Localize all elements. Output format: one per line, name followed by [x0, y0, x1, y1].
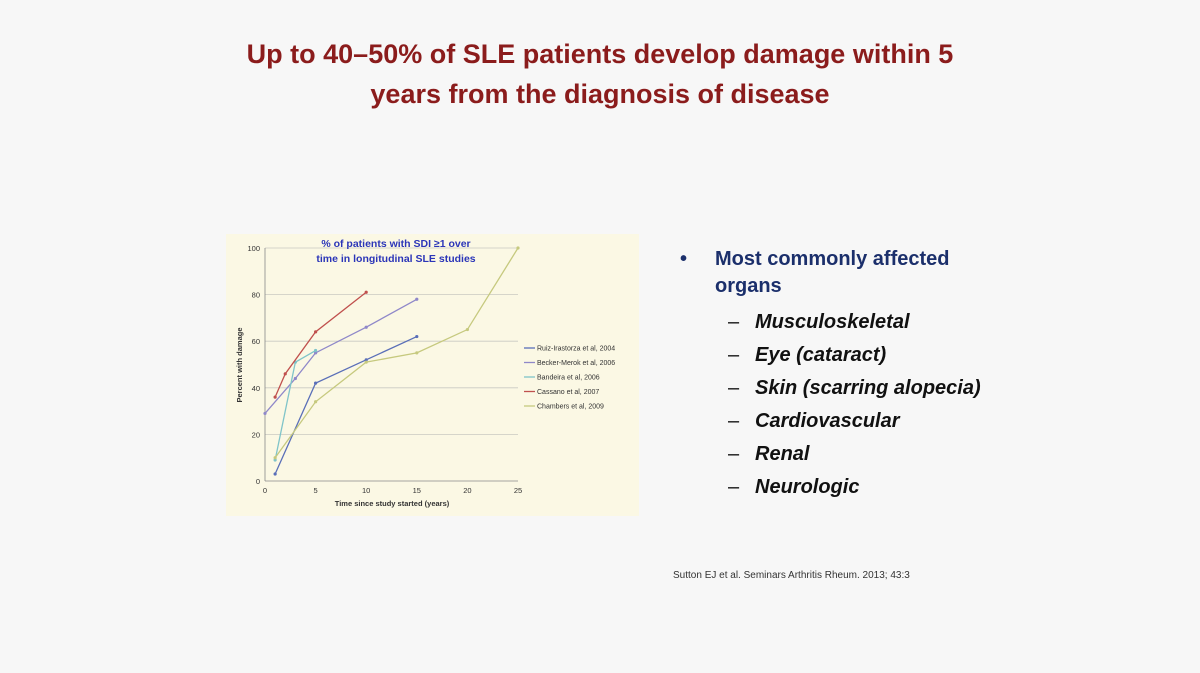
data-point [293, 376, 297, 381]
x-tick-label: 5 [314, 486, 318, 495]
series-line-ruiz-irastorza-et-al-2004 [274, 335, 418, 475]
dash-marker: – [728, 311, 740, 333]
y-tick-label: 100 [247, 244, 260, 253]
bullet-marker: • [680, 248, 688, 270]
x-tick-label: 10 [362, 486, 370, 495]
chart-series [263, 246, 520, 476]
data-point [314, 400, 318, 404]
organ-label: Skin (scarring alopecia) [755, 377, 981, 399]
data-point [263, 411, 267, 416]
y-tick-label: 40 [252, 384, 260, 393]
y-tick-label: 0 [256, 477, 260, 486]
data-point [273, 456, 277, 460]
series-line-chambers-et-al-2009 [274, 247, 519, 459]
organ-item-renal: – Renal [678, 438, 1138, 471]
bullet-main-text: Most commonly affected organs [715, 248, 950, 297]
legend-entry: Cassano et al, 2007 [537, 389, 599, 396]
dash-marker: – [728, 377, 740, 399]
data-point [314, 381, 318, 385]
data-point [415, 334, 419, 339]
data-point [273, 395, 277, 399]
organ-item-skin: – Skin (scarring alopecia) [678, 372, 1138, 405]
data-point [273, 472, 277, 476]
y-tick-label: 20 [252, 430, 260, 439]
data-point [314, 330, 318, 334]
data-point [465, 327, 469, 332]
x-tick-label: 25 [514, 486, 522, 495]
organ-item-musculoskeletal: – Musculoskeletal [678, 306, 1138, 339]
y-tick-label: 60 [252, 337, 260, 346]
organ-item-eye: – Eye (cataract) [678, 339, 1138, 372]
slide-title-line-2: years from the diagnosis of disease [370, 79, 830, 109]
chart-grid [265, 247, 518, 435]
chart-legend: Ruiz-Irastorza et al, 2004 Becker-Merok e… [524, 346, 615, 411]
organ-item-cardiovascular: – Cardiovascular [678, 405, 1138, 438]
x-tick-label: 0 [263, 486, 267, 495]
data-point [314, 348, 318, 353]
y-tick-label: 80 [252, 291, 260, 300]
legend-entry: Becker-Merok et al, 2006 [537, 360, 615, 367]
data-point [273, 458, 277, 462]
dash-marker: – [728, 410, 740, 432]
series-line-bandeira-et-al-2006 [274, 349, 316, 461]
legend-entry: Ruiz-Irastorza et al, 2004 [537, 346, 615, 353]
organ-list: – Musculoskeletal – Eye (cataract) – Ski… [678, 306, 1138, 504]
dash-marker: – [728, 443, 740, 465]
data-point [283, 372, 287, 376]
chart-y-axis-label: Percent with damage [235, 327, 244, 402]
dash-marker: – [728, 344, 740, 366]
data-point [415, 297, 419, 301]
chart-title-line-1: % of patients with SDI ≥1 over [321, 238, 470, 250]
citation: Sutton EJ et al. Seminars Arthritis Rheu… [673, 570, 910, 581]
data-point [364, 325, 368, 329]
data-point [364, 360, 368, 364]
organ-label: Renal [755, 443, 810, 465]
data-point [415, 351, 419, 355]
bullet-list: • Most commonly affected organs – Muscul… [678, 246, 1138, 504]
organ-label: Cardiovascular [755, 410, 900, 432]
organ-label: Neurologic [755, 476, 860, 498]
x-tick-label: 15 [413, 486, 421, 495]
slide-title: Up to 40–50% of SLE patients develop dam… [180, 34, 1020, 114]
data-point [516, 246, 520, 250]
series-line-cassano-et-al-2007 [274, 291, 367, 398]
chart-svg: 0 20 40 60 80 100 0 5 10 15 20 25 % of patients wit… [235, 238, 615, 508]
dash-marker: – [728, 476, 740, 498]
data-point [314, 351, 318, 355]
data-point [364, 290, 368, 294]
x-tick-label: 20 [463, 486, 471, 495]
chart-axes: 0 20 40 60 80 100 0 5 10 15 20 25 [247, 244, 522, 495]
chart-x-axis-label: Time since study started (years) [335, 499, 450, 508]
legend-entry: Bandeira et al, 2006 [537, 375, 600, 382]
organ-label: Eye (cataract) [755, 344, 887, 366]
chart-title-line-2: time in longitudinal SLE studies [316, 253, 475, 265]
organ-label: Musculoskeletal [755, 311, 910, 333]
legend-entry: Chambers et al, 2009 [537, 404, 604, 411]
damage-chart: 0 20 40 60 80 100 0 5 10 15 20 25 % of patients wit… [226, 234, 639, 516]
data-point [364, 358, 368, 362]
organ-item-neurologic: – Neurologic [678, 471, 1138, 504]
bullet-main-item: • Most commonly affected organs [678, 246, 1138, 300]
slide-title-line-1: Up to 40–50% of SLE patients develop dam… [246, 39, 954, 69]
